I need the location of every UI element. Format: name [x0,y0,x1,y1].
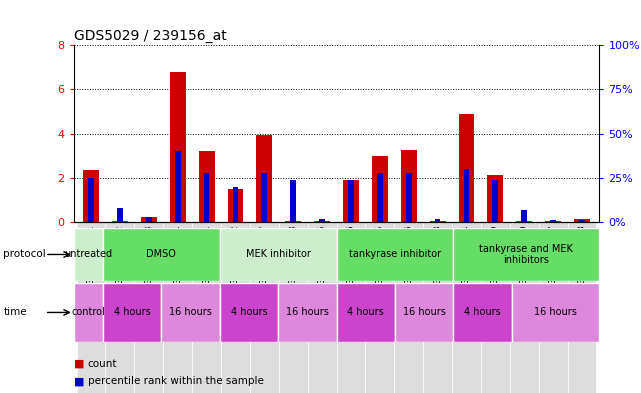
Bar [365,222,394,393]
Bar [337,222,365,393]
Bar [77,222,106,393]
Text: 16 hours: 16 hours [169,307,212,318]
Text: percentile rank within the sample: percentile rank within the sample [88,376,263,386]
Bar [567,222,596,393]
Text: untreated: untreated [64,250,112,259]
Bar [453,228,599,281]
Bar [83,170,99,222]
Bar [170,72,186,222]
Bar [574,219,590,222]
Bar [319,219,325,222]
Bar [117,208,123,222]
Bar [463,169,469,222]
Bar [423,222,452,393]
Bar [401,150,417,222]
Bar [112,221,128,222]
Bar [278,283,337,342]
Bar [163,222,192,393]
Bar [395,283,453,342]
Bar [175,151,181,222]
Bar [228,189,244,222]
Text: 4 hours: 4 hours [113,307,151,318]
Bar [538,222,567,393]
Bar [221,222,250,393]
Bar [348,180,354,222]
Bar [452,222,481,393]
Text: control: control [71,307,105,318]
Bar [314,221,330,222]
Bar [453,283,512,342]
Text: 16 hours: 16 hours [286,307,329,318]
Bar [141,217,157,222]
Bar [579,220,585,222]
Text: GDS5029 / 239156_at: GDS5029 / 239156_at [74,29,226,43]
Bar [377,173,383,222]
Bar [256,135,272,222]
Bar [343,180,359,222]
Bar [162,283,220,342]
Bar [550,220,556,222]
Bar [250,222,279,393]
Bar [285,221,301,222]
Bar [204,173,210,222]
Text: 4 hours: 4 hours [347,307,384,318]
Text: protocol: protocol [3,250,46,259]
Bar [135,222,163,393]
Bar [521,209,527,222]
Bar [308,222,337,393]
Bar [262,173,267,222]
Bar [545,221,561,222]
Bar [516,221,532,222]
Bar [220,283,278,342]
Bar [458,114,474,222]
Bar [103,228,220,281]
Text: tankyrase inhibitor: tankyrase inhibitor [349,250,441,259]
Bar [337,228,453,281]
Bar [492,180,498,222]
Bar [394,222,423,393]
Bar [146,217,152,222]
Bar [429,221,445,222]
Bar [199,151,215,222]
Text: ■: ■ [74,358,84,369]
Text: ■: ■ [74,376,84,386]
Bar [372,156,388,222]
Bar [337,283,395,342]
Text: time: time [3,307,27,318]
Text: 4 hours: 4 hours [464,307,501,318]
Bar [103,283,162,342]
Bar [74,228,103,281]
Bar [106,222,135,393]
Bar [290,180,296,222]
Text: 16 hours: 16 hours [534,307,577,318]
Text: DMSO: DMSO [146,250,176,259]
Text: MEK inhibitor: MEK inhibitor [246,250,310,259]
Text: 16 hours: 16 hours [403,307,445,318]
Bar [88,178,94,222]
Bar [481,222,510,393]
Bar [406,173,412,222]
Bar [487,174,503,222]
Bar [512,283,599,342]
Bar [435,219,440,222]
Text: 4 hours: 4 hours [231,307,267,318]
Bar [220,228,337,281]
Text: count: count [88,358,117,369]
Text: tankyrase and MEK
inhibitors: tankyrase and MEK inhibitors [479,244,573,265]
Bar [279,222,308,393]
Bar [233,187,238,222]
Bar [510,222,538,393]
Bar [192,222,221,393]
Bar [74,283,103,342]
